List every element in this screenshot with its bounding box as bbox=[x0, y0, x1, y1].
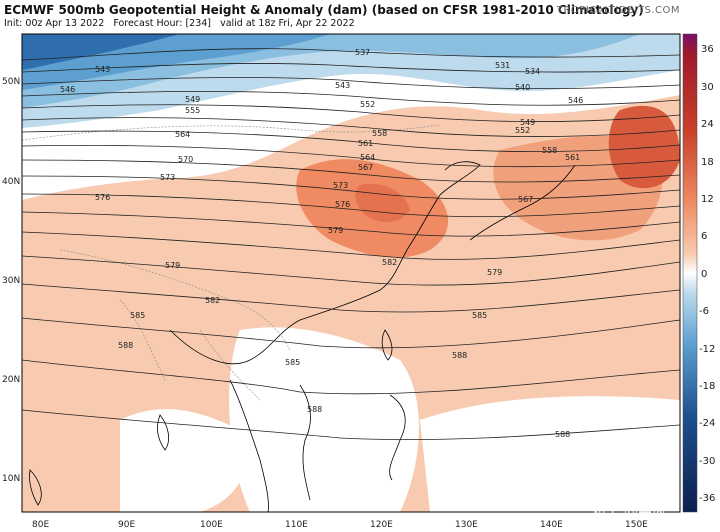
contour-label: 585 bbox=[472, 311, 487, 320]
colorbar-tick: -18 bbox=[699, 381, 715, 392]
colorbar-tick: -30 bbox=[699, 456, 715, 467]
contour-label: 588 bbox=[307, 405, 322, 414]
colorbar-tick: -24 bbox=[699, 418, 715, 429]
contour-label: 579 bbox=[487, 268, 502, 277]
lon-label: 140E bbox=[540, 520, 563, 530]
lon-label: 110E bbox=[285, 520, 308, 530]
contour-label: 564 bbox=[360, 153, 375, 162]
chart-title: ECMWF 500mb Geopotential Height & Anomal… bbox=[4, 3, 644, 17]
colorbar-tick: 36 bbox=[701, 44, 714, 55]
contour-label: 564 bbox=[175, 130, 190, 139]
contour-label: 537 bbox=[355, 48, 370, 57]
watermark: 知乎 @等风 bbox=[591, 503, 666, 519]
contour-label: 585 bbox=[285, 358, 300, 367]
contour-labels: 543 546 549 555 564 570 573 576 579 582 … bbox=[60, 48, 583, 439]
longitude-labels: 80E 90E 100E 110E 120E 130E 140E 150E bbox=[32, 520, 648, 530]
lat-label: 50N bbox=[2, 77, 20, 87]
contour-label: 588 bbox=[452, 351, 467, 360]
contour-label: 576 bbox=[95, 193, 110, 202]
lat-label: 40N bbox=[2, 177, 20, 187]
lon-label: 100E bbox=[200, 520, 223, 530]
contour-label: 543 bbox=[95, 65, 110, 74]
colorbar-tick: -6 bbox=[699, 306, 709, 317]
contour-label: 573 bbox=[333, 181, 348, 190]
contour-label: 561 bbox=[358, 139, 373, 148]
contour-label: 549 bbox=[185, 95, 200, 104]
contour-label: 534 bbox=[525, 67, 540, 76]
colorbar-tick: 24 bbox=[701, 119, 714, 130]
lon-label: 150E bbox=[625, 520, 648, 530]
colorbar-ticks: 36 30 24 18 12 6 0 -6 -12 -18 -24 -30 -3… bbox=[699, 44, 715, 504]
colorbar-tick: -36 bbox=[699, 493, 715, 504]
colorbar-tick: 30 bbox=[701, 82, 714, 93]
lon-label: 130E bbox=[455, 520, 478, 530]
map-frame bbox=[21, 33, 681, 513]
lon-label: 80E bbox=[32, 520, 49, 530]
lon-label: 90E bbox=[118, 520, 135, 530]
contour-label: 570 bbox=[178, 155, 193, 164]
contour-label: 573 bbox=[160, 173, 175, 182]
site-brand: TROPICALTIDBITS.COM bbox=[556, 5, 680, 16]
lat-label: 10N bbox=[2, 474, 20, 484]
lat-label: 30N bbox=[2, 276, 20, 286]
run-info: Init: 00z Apr 13 2022 Forecast Hour: [23… bbox=[4, 18, 355, 29]
coastlines bbox=[29, 161, 576, 513]
colorbar-tick: -12 bbox=[699, 344, 715, 355]
contour-label: 576 bbox=[335, 200, 350, 209]
contour-label: 588 bbox=[555, 430, 570, 439]
contour-label: 582 bbox=[382, 258, 397, 267]
contour-label: 579 bbox=[328, 226, 343, 235]
colorbar-tick: 12 bbox=[701, 194, 714, 205]
contour-label: 546 bbox=[60, 85, 75, 94]
colorbar bbox=[682, 33, 698, 513]
negative-anomaly-shading bbox=[22, 34, 680, 128]
height-contours bbox=[21, 48, 681, 441]
contour-label: 567 bbox=[358, 163, 373, 172]
contour-label: 552 bbox=[360, 100, 375, 109]
colorbar-tick: 0 bbox=[701, 269, 707, 280]
contour-label: 552 bbox=[515, 126, 530, 135]
contour-label: 558 bbox=[542, 146, 557, 155]
valid-time: valid at 18z Fri, Apr 22 2022 bbox=[220, 18, 355, 29]
contour-label: 543 bbox=[335, 81, 350, 90]
contour-label: 549 bbox=[520, 118, 535, 127]
lon-label: 120E bbox=[370, 520, 393, 530]
contour-label: 579 bbox=[165, 261, 180, 270]
colorbar-tick: 18 bbox=[701, 157, 714, 168]
init-time: Init: 00z Apr 13 2022 bbox=[4, 18, 105, 29]
contour-label: 585 bbox=[130, 311, 145, 320]
contour-label: 561 bbox=[565, 153, 580, 162]
contour-label: 531 bbox=[495, 61, 510, 70]
latitude-labels: 50N 40N 30N 20N 10N bbox=[2, 77, 20, 484]
contour-label: 582 bbox=[205, 296, 220, 305]
lat-label: 20N bbox=[2, 375, 20, 385]
contour-label: 555 bbox=[185, 106, 200, 115]
forecast-hour: Forecast Hour: [234] bbox=[113, 18, 212, 29]
contour-label: 588 bbox=[118, 341, 133, 350]
contour-label: 558 bbox=[372, 129, 387, 138]
colorbar-tick: 6 bbox=[701, 231, 707, 242]
contour-label: 546 bbox=[568, 96, 583, 105]
contour-label: 567 bbox=[518, 195, 533, 204]
contour-label: 540 bbox=[515, 83, 530, 92]
